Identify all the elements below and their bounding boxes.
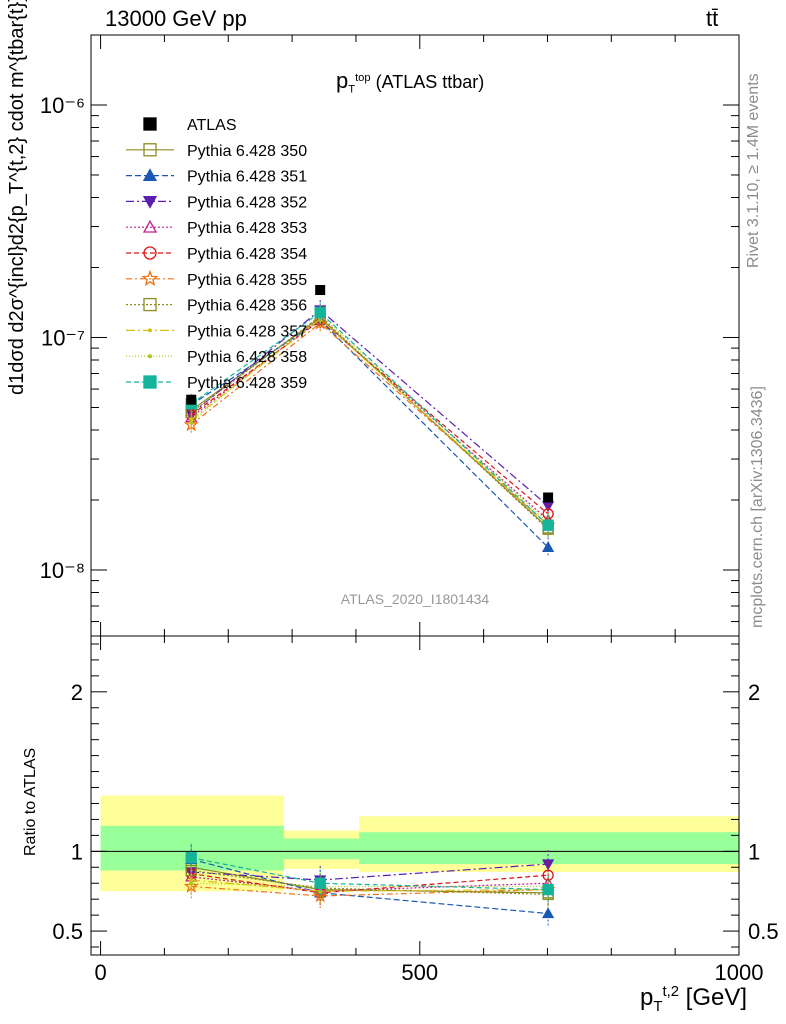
plot-title-sup: top <box>355 72 371 84</box>
legend-marker <box>143 246 157 260</box>
legend-marker <box>141 269 159 287</box>
legend-label: Pythia 6.428 359 <box>187 375 307 392</box>
x-title-sup: t,2 <box>662 984 679 1000</box>
legend-marker <box>142 195 158 209</box>
series-line-main <box>190 318 549 526</box>
legend-label: Pythia 6.428 358 <box>187 349 307 366</box>
series-point-main <box>314 306 326 319</box>
x-axis-title: pTt,2 [GeV] <box>640 984 748 1015</box>
series-point-ratio <box>314 877 326 889</box>
main-y-tick-label: 10⁻⁷ <box>41 325 85 350</box>
legend-label: Pythia 6.428 352 <box>187 194 307 211</box>
legend-marker <box>142 168 158 182</box>
legend-marker <box>142 219 158 233</box>
series-line-main <box>190 311 549 526</box>
series-point-ratio <box>185 852 197 864</box>
legend-marker <box>143 117 157 131</box>
x-title-base: p <box>640 984 654 1011</box>
legend-marker <box>143 143 157 157</box>
reference-point <box>543 492 554 503</box>
legend-label: Pythia 6.428 354 <box>187 246 307 263</box>
reference-point <box>315 285 326 296</box>
plot-title-suffix: (ATLAS ttbar) <box>370 72 485 92</box>
x-tick-label: 0 <box>94 960 106 985</box>
plot-title-base: p <box>336 68 349 93</box>
legend-label: Pythia 6.428 353 <box>187 220 307 237</box>
series-point-ratio <box>542 859 555 871</box>
ratio-y-tick-label-right: 1 <box>748 839 760 864</box>
analysis-watermark: ATLAS_2020_I1801434 <box>341 591 490 607</box>
ratio-y-tick-label-right: 2 <box>748 680 760 705</box>
legend-marker <box>148 354 152 359</box>
ratio-band-green <box>359 832 739 865</box>
series-point-ratio <box>189 881 194 886</box>
x-tick-label: 1000 <box>715 960 764 985</box>
ratio-y-tick-label-right: 0.5 <box>748 919 779 944</box>
x-title-suffix: [GeV] <box>679 984 748 1011</box>
ratio-plot-frame <box>90 635 740 956</box>
main-y-tick-label: 10⁻⁸ <box>40 558 85 583</box>
legend-label: Pythia 6.428 350 <box>187 143 307 160</box>
series-point-ratio <box>542 907 555 919</box>
main-y-tick-label: 10⁻⁶ <box>40 93 85 118</box>
series-point-main <box>189 420 194 425</box>
series-line-main <box>190 314 549 524</box>
plot-title: pTtop (ATLAS ttbar) <box>336 68 485 96</box>
legend-label: ATLAS <box>187 117 237 134</box>
header-left: 13000 GeV pp <box>105 6 247 31</box>
legend-marker <box>143 375 157 389</box>
legend-label: Pythia 6.428 356 <box>187 298 307 315</box>
ratio-y-tick-label: 0.5 <box>52 919 83 944</box>
reference-point <box>186 394 197 405</box>
series-point-main <box>542 541 555 553</box>
legend-label: Pythia 6.428 351 <box>187 169 307 186</box>
ratio-y-tick-label: 1 <box>71 839 83 864</box>
x-tick-label: 500 <box>401 960 438 985</box>
legend-marker <box>148 328 152 333</box>
header-right: tt̄ <box>706 6 719 31</box>
legend-label: Pythia 6.428 357 <box>187 323 307 340</box>
x-title-sub: T <box>653 998 663 1015</box>
plot-title-sub: T <box>348 83 356 96</box>
legend-marker <box>143 297 157 312</box>
ratio-band-green <box>283 838 360 860</box>
series-point-ratio <box>542 883 554 896</box>
series-point-ratio <box>183 878 199 893</box>
series-point-ratio <box>189 878 194 883</box>
legend-label: Pythia 6.428 355 <box>187 272 307 289</box>
ratio-y-tick-label: 2 <box>71 680 83 705</box>
series-point-main <box>542 519 554 531</box>
